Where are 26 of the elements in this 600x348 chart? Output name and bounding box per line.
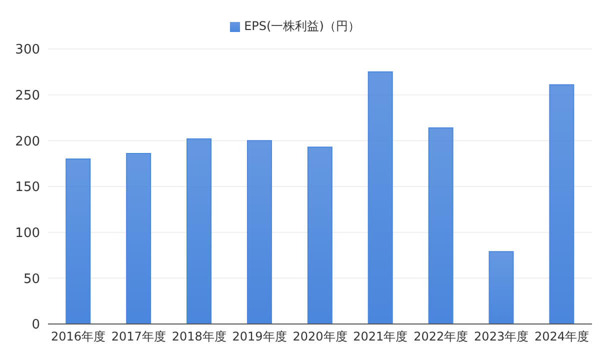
bar — [307, 146, 332, 324]
y-tick-label: 100 — [15, 226, 40, 241]
x-tick-label: 2020年度 — [292, 330, 348, 344]
x-tick-label: 2018年度 — [172, 330, 226, 344]
x-tick-label: 2017年度 — [111, 330, 166, 344]
x-tick-label: 2021年度 — [353, 330, 408, 344]
x-tick-label: 2016年度 — [50, 330, 106, 344]
y-tick-label: 0 — [32, 318, 40, 333]
y-tick-label: 250 — [15, 88, 40, 104]
x-tick-label: 2023年度 — [474, 330, 529, 344]
y-tick-label: 50 — [23, 272, 40, 287]
bar — [246, 140, 272, 324]
bar — [549, 84, 574, 324]
bar — [186, 138, 212, 324]
x-tick-label: 2019年度 — [232, 330, 287, 344]
bar — [66, 158, 91, 324]
bar — [126, 153, 152, 324]
y-tick-label: 150 — [15, 180, 40, 196]
x-tick-label: 2024年度 — [534, 330, 590, 344]
bar — [488, 251, 514, 324]
bar — [428, 127, 454, 324]
x-tick-label: 2022年度 — [414, 330, 468, 344]
bar — [368, 71, 393, 324]
legend-label: EPS(一株利益)（円） — [244, 19, 360, 33]
y-tick-label: 300 — [15, 42, 40, 58]
y-tick-label: 200 — [15, 134, 40, 150]
